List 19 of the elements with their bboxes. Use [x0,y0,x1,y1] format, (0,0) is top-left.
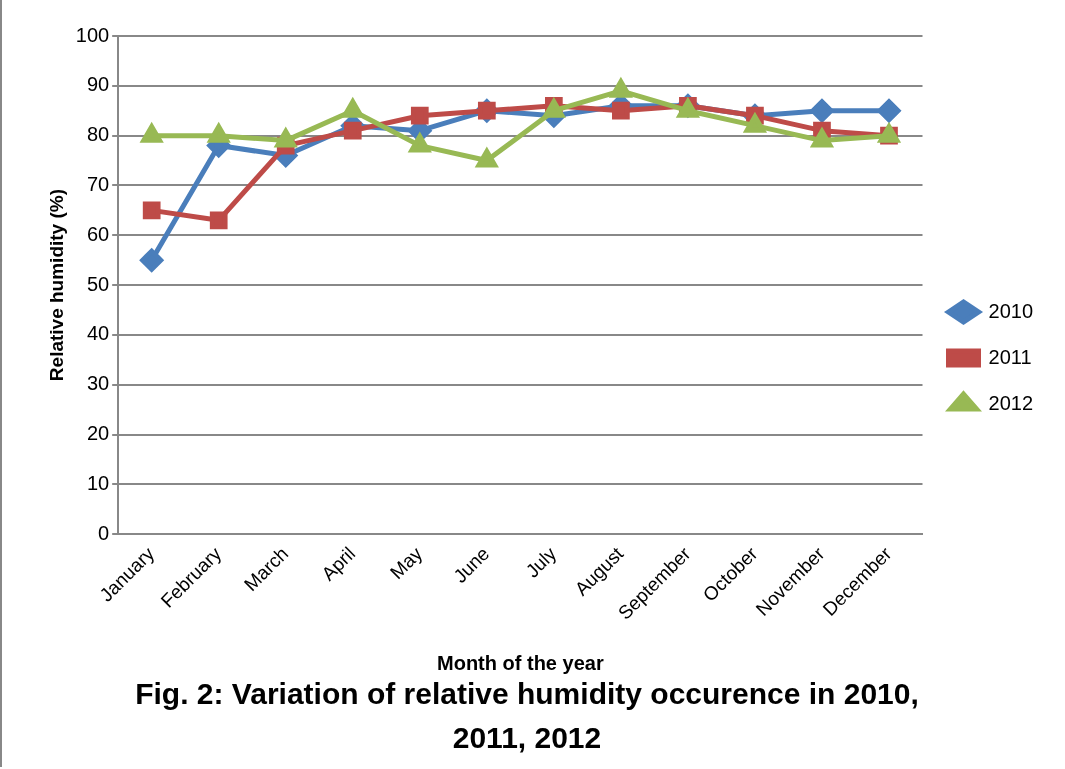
y-tick-label: 100 [75,23,110,46]
y-axis-title: Relative humidity (%) [45,189,67,382]
legend-label: 2011 [988,345,1032,368]
y-tick-label: 50 [86,272,110,295]
y-tick-label: 20 [86,422,110,445]
x-axis-title: Month of the year [437,651,604,674]
text: Fig. 2: Variation of relative humidity occurence in 2010, 2011, 2012 [134,676,920,756]
y-tick-label: 30 [86,372,110,395]
x-tick-label: July [521,542,561,582]
y-tick-label: 80 [86,123,110,146]
y-tick-label: 40 [86,322,110,345]
x-tick-label: May [386,542,427,584]
legend-label: 2012 [988,391,1034,414]
legend-label: 2010 [988,299,1034,322]
y-tick-label: 60 [86,222,110,245]
y-tick-label: 0 [98,521,110,544]
y-tick-label: 70 [86,172,110,195]
y-tick-label: 10 [86,471,110,494]
y-tick-label: 90 [86,73,110,96]
